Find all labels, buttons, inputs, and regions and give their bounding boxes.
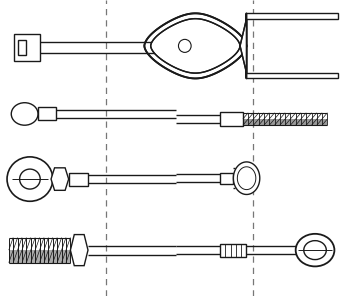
Polygon shape (269, 119, 275, 125)
Polygon shape (280, 119, 285, 125)
Polygon shape (35, 237, 40, 250)
Circle shape (304, 241, 326, 260)
Ellipse shape (178, 39, 191, 52)
Bar (220, 244, 246, 257)
Polygon shape (9, 237, 13, 250)
Circle shape (11, 103, 38, 125)
Polygon shape (35, 250, 40, 263)
Polygon shape (51, 168, 69, 190)
Polygon shape (22, 250, 26, 263)
Polygon shape (53, 237, 57, 250)
Polygon shape (66, 250, 70, 263)
Circle shape (296, 234, 334, 266)
Polygon shape (151, 19, 246, 73)
Polygon shape (18, 250, 22, 263)
Bar (69, 173, 88, 186)
Polygon shape (62, 237, 66, 250)
Polygon shape (243, 119, 248, 125)
Polygon shape (44, 237, 49, 250)
Polygon shape (13, 250, 18, 263)
Polygon shape (53, 250, 57, 263)
Ellipse shape (20, 169, 40, 189)
Polygon shape (31, 250, 35, 263)
Polygon shape (237, 167, 256, 189)
Bar (220, 173, 233, 184)
Polygon shape (301, 119, 306, 125)
Polygon shape (264, 119, 269, 125)
Polygon shape (253, 119, 259, 125)
Bar (246, 73, 338, 78)
Polygon shape (70, 234, 88, 266)
Polygon shape (144, 13, 246, 78)
Polygon shape (248, 119, 253, 125)
Polygon shape (26, 237, 31, 250)
Polygon shape (57, 237, 62, 250)
Bar (14, 34, 40, 61)
Polygon shape (26, 250, 31, 263)
Polygon shape (66, 237, 70, 250)
Polygon shape (306, 119, 312, 125)
Polygon shape (31, 237, 35, 250)
Polygon shape (259, 119, 264, 125)
Ellipse shape (7, 157, 53, 201)
Polygon shape (40, 237, 44, 250)
Polygon shape (233, 162, 260, 194)
Polygon shape (22, 237, 26, 250)
Polygon shape (290, 119, 296, 125)
Polygon shape (285, 119, 290, 125)
Polygon shape (18, 237, 22, 250)
Bar (18, 40, 26, 55)
Bar (220, 112, 243, 126)
Polygon shape (44, 250, 49, 263)
Polygon shape (317, 119, 322, 125)
Polygon shape (296, 119, 301, 125)
Polygon shape (62, 250, 66, 263)
Polygon shape (275, 119, 280, 125)
Polygon shape (57, 250, 62, 263)
Polygon shape (49, 237, 53, 250)
Polygon shape (40, 250, 44, 263)
Polygon shape (9, 250, 13, 263)
Bar (38, 107, 56, 120)
Polygon shape (49, 250, 53, 263)
Bar (246, 13, 338, 19)
Polygon shape (312, 119, 317, 125)
Polygon shape (13, 237, 18, 250)
Polygon shape (322, 119, 327, 125)
